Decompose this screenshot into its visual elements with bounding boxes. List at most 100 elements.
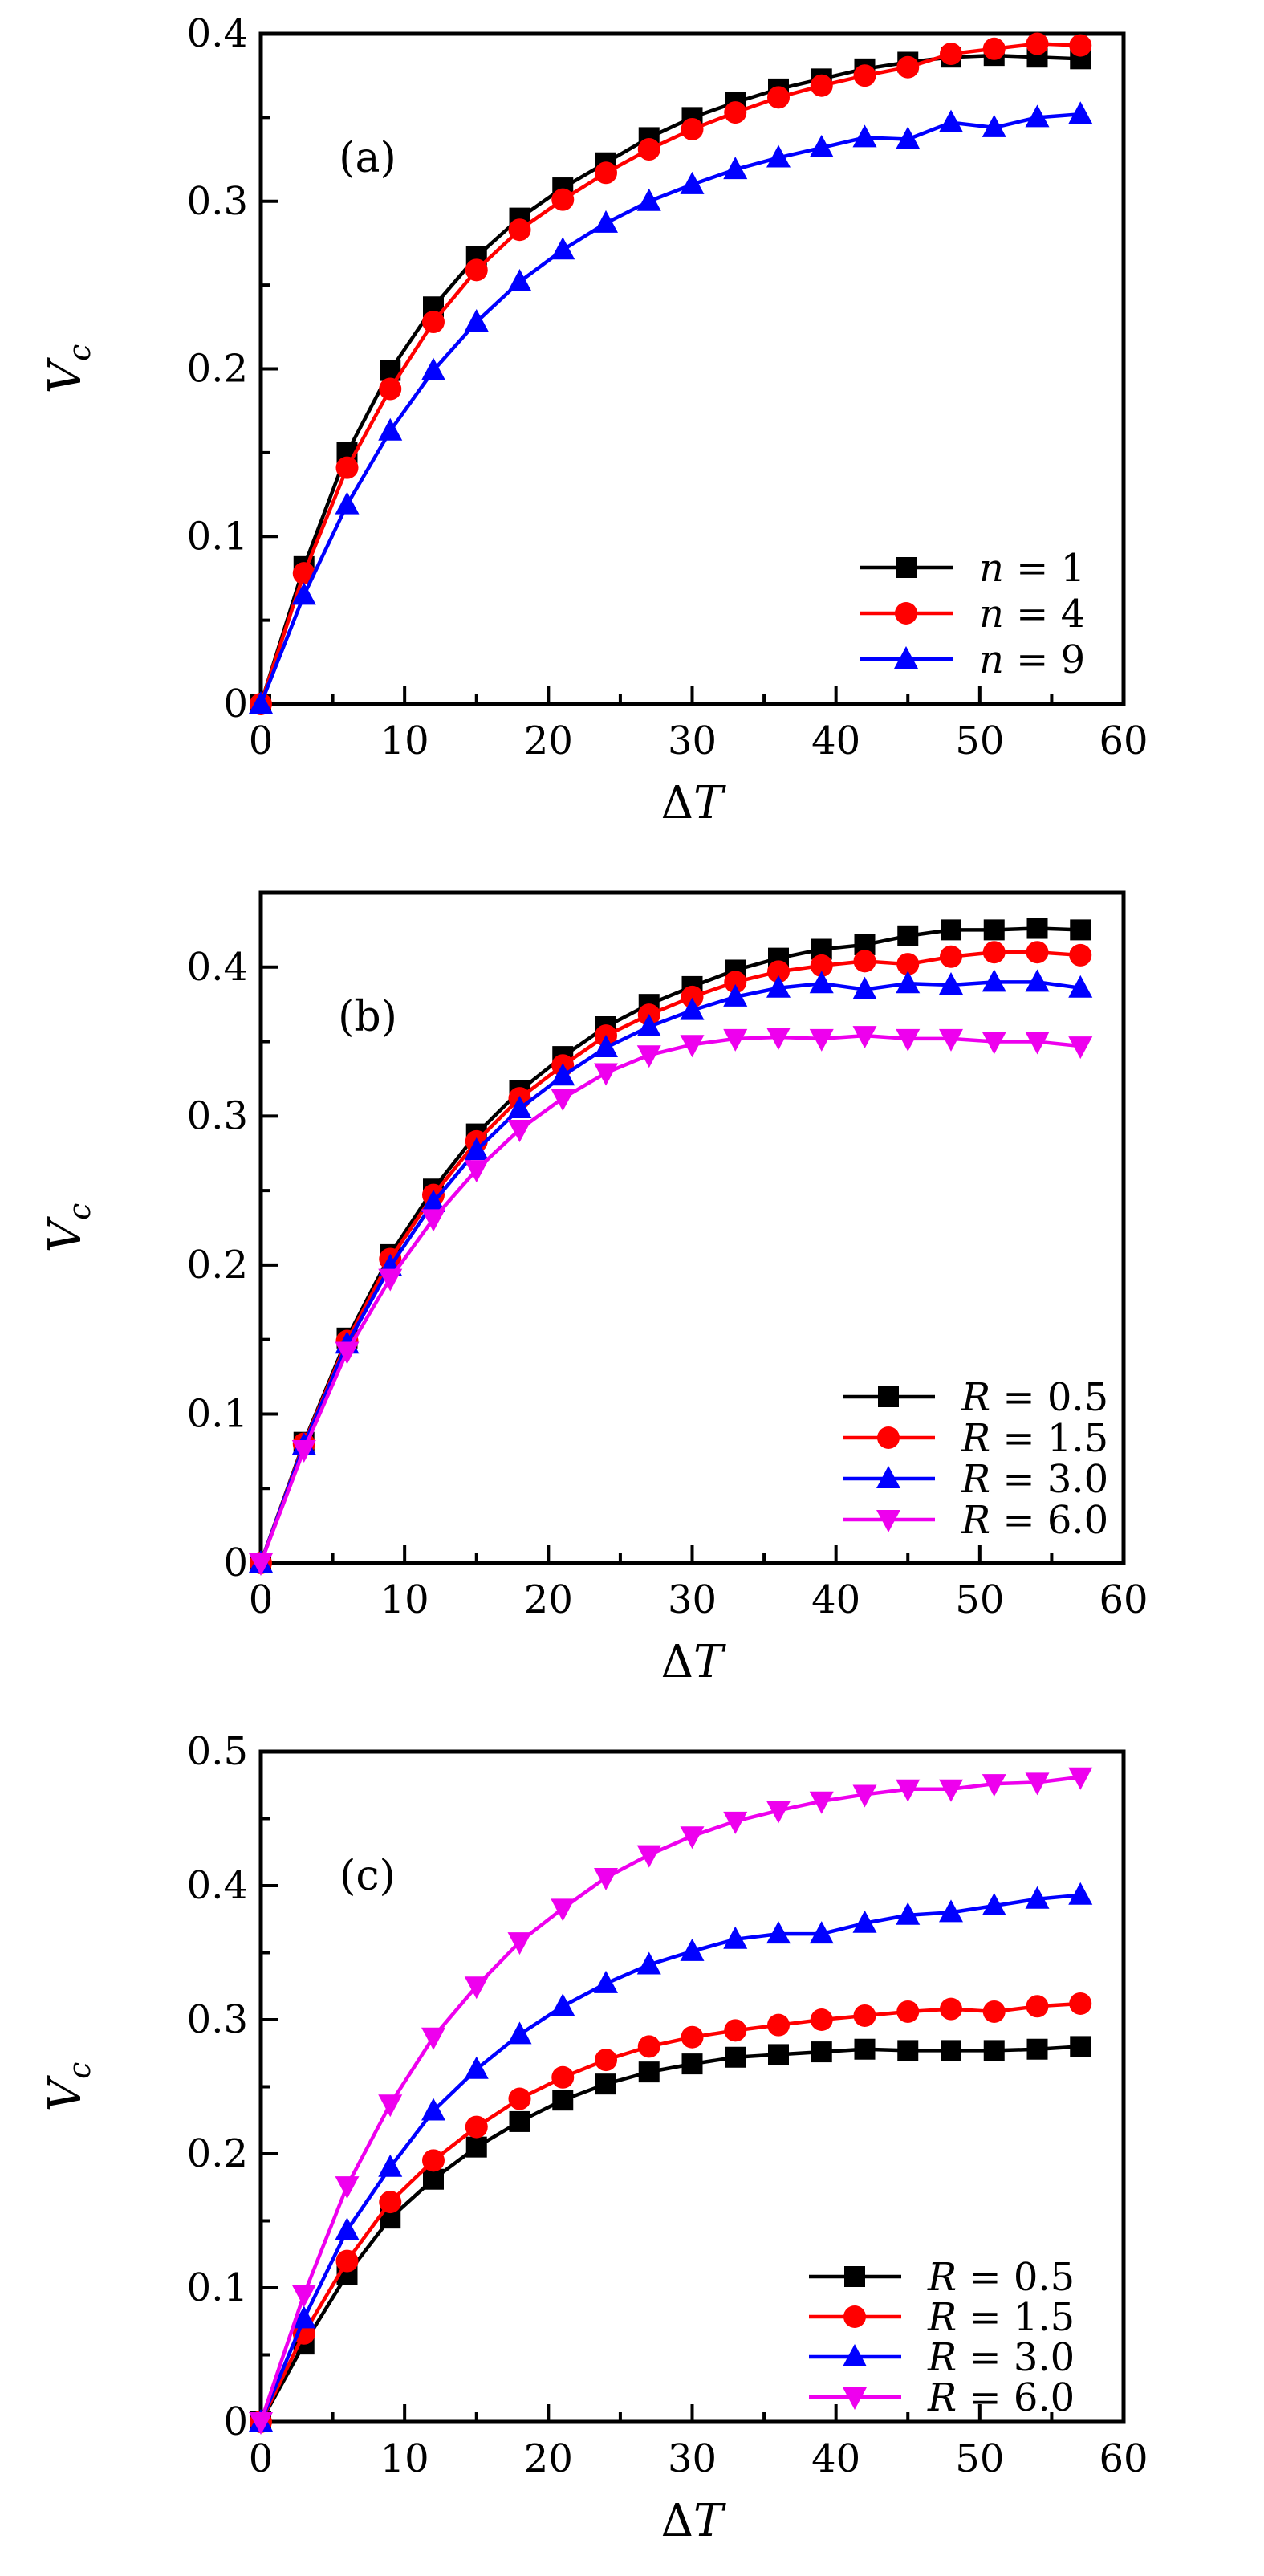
data-point-marker (464, 1137, 489, 1161)
y-tick-label: 0 (223, 682, 248, 726)
legend-entry: R = 1.5 (843, 1416, 1108, 1461)
legend-label: R = 0.5 (961, 1375, 1108, 1420)
legend-label: R = 3.0 (927, 2335, 1075, 2380)
data-point-marker (1025, 104, 1050, 128)
data-point-marker (1069, 1992, 1092, 2015)
data-point-marker (939, 1779, 963, 1802)
x-tick-label: 0 (249, 2436, 274, 2481)
data-point-marker (897, 2040, 919, 2061)
data-point-marker (681, 2053, 703, 2075)
y-axis-label: Vc (39, 344, 97, 394)
series-n=9 (249, 101, 1093, 714)
legend-label: R = 0.5 (927, 2255, 1075, 2300)
legend-entry: R = 3.0 (809, 2335, 1075, 2380)
legend-label: n = 1 (979, 546, 1085, 591)
panel-c-chart: 0 10 20 30 40 50 60 0 0.1 0.2 0.3 0.4 0.5 (c) ΔT Vc R = … (39, 1729, 1148, 2547)
legend-entry: R = 6.0 (843, 1498, 1108, 1543)
data-point-marker (335, 2176, 360, 2200)
x-tick-label: 20 (524, 2436, 573, 2481)
data-point-marker (465, 258, 488, 282)
series-line (258, 1033, 1081, 1564)
data-point-marker (982, 114, 1006, 137)
legend: n = 1n = 4n = 9 (860, 546, 1085, 682)
data-point-marker (1070, 919, 1091, 941)
legend-entry: R = 3.0 (843, 1457, 1108, 1502)
data-point-marker (680, 171, 705, 194)
legend-entry: n = 9 (860, 637, 1085, 682)
y-tick-label: 0.4 (187, 11, 248, 56)
data-point-marker (551, 1063, 575, 1086)
data-point-marker (940, 945, 962, 968)
data-point-marker (636, 1014, 661, 1036)
data-point-marker (767, 86, 790, 109)
x-tick-label: 30 (668, 718, 717, 763)
y-tick-label: 0.1 (187, 2265, 248, 2310)
x-tick-label: 30 (668, 1577, 717, 1622)
data-point-marker (896, 1902, 921, 1925)
data-point-marker (594, 210, 618, 233)
data-point-marker (507, 1096, 532, 1119)
legend-label: R = 3.0 (961, 1457, 1108, 1502)
data-point-marker (464, 1160, 489, 1183)
y-tick-label: 0.4 (187, 1863, 248, 1908)
data-point-marker (767, 960, 790, 983)
x-tick-label: 10 (380, 2436, 429, 2481)
data-point-marker (941, 2040, 961, 2061)
data-point-marker (249, 1553, 273, 1576)
data-point-marker (637, 2035, 660, 2058)
data-point-marker (681, 117, 704, 140)
data-point-marker (335, 2217, 360, 2240)
data-point-marker (594, 1034, 618, 1057)
legend-marker (896, 557, 917, 578)
data-point-marker (896, 126, 921, 149)
data-point-marker (551, 1898, 575, 1922)
data-point-marker (422, 311, 445, 334)
data-point-marker (723, 1926, 748, 1949)
legend: R = 0.5R = 1.5R = 3.0R = 6.0 (843, 1375, 1108, 1543)
data-point-marker (1068, 1882, 1093, 1905)
legend-label: R = 6.0 (927, 2375, 1075, 2420)
data-point-marker (896, 2000, 920, 2023)
data-point-marker (1025, 1886, 1050, 1909)
data-point-marker (636, 188, 661, 211)
data-point-marker (379, 377, 402, 401)
data-point-marker (508, 2087, 531, 2110)
data-point-marker (766, 975, 791, 998)
data-point-marker (766, 144, 791, 168)
data-point-marker (852, 1784, 877, 1808)
data-point-marker (551, 237, 575, 260)
data-point-marker (680, 997, 705, 1020)
data-point-marker (724, 101, 747, 124)
data-point-marker (335, 456, 359, 479)
data-point-marker (1026, 32, 1049, 55)
data-point-marker (896, 1028, 921, 1052)
data-point-marker (1069, 34, 1092, 57)
legend-marker (843, 2387, 867, 2410)
x-tick-label: 50 (955, 1577, 1004, 1622)
data-point-marker (595, 161, 617, 185)
legend-entry: R = 1.5 (809, 2295, 1075, 2340)
panel-label: (c) (339, 1852, 396, 1900)
data-point-marker (1025, 969, 1050, 992)
y-tick-label: 0.2 (187, 347, 248, 392)
data-point-marker (422, 2149, 445, 2172)
data-point-marker (335, 2249, 359, 2273)
legend: R = 0.5R = 1.5R = 3.0R = 6.0 (809, 2255, 1075, 2420)
data-point-marker (982, 941, 1006, 964)
data-point-marker (852, 124, 877, 148)
data-point-marker (940, 43, 962, 66)
data-point-marker (939, 972, 963, 995)
data-point-marker (291, 2285, 316, 2308)
data-point-marker (681, 2025, 704, 2049)
data-point-marker (810, 74, 833, 97)
data-point-marker (723, 983, 748, 1007)
data-point-marker (594, 1970, 618, 1993)
x-tick-label: 10 (380, 1577, 429, 1622)
data-point-marker (853, 64, 876, 87)
data-point-marker (724, 2019, 747, 2042)
legend-entry: R = 0.5 (809, 2255, 1075, 2300)
data-point-marker (896, 55, 920, 79)
x-tick-label: 0 (249, 718, 274, 763)
data-point-marker (1025, 1772, 1050, 1796)
data-point-marker (421, 1189, 445, 1212)
